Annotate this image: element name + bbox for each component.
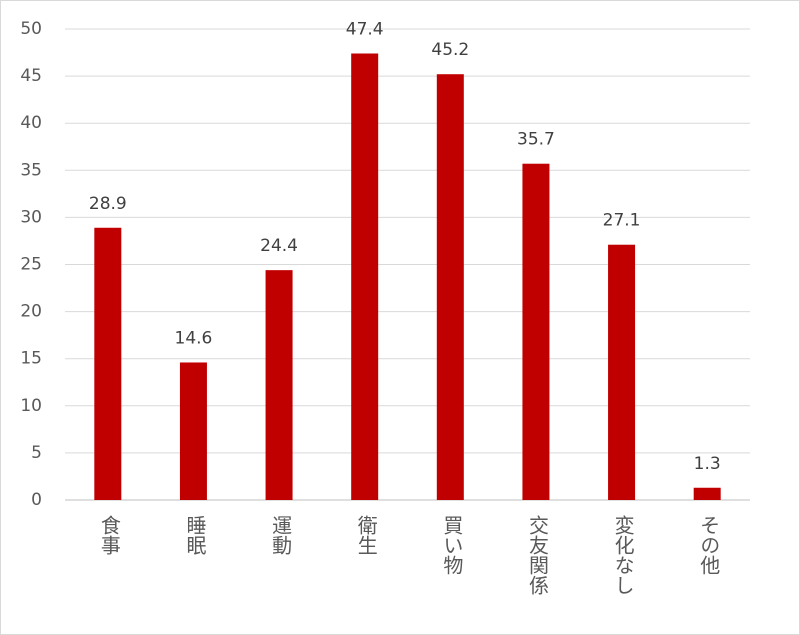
x-tick-label: 交友関係	[525, 515, 549, 595]
bar	[179, 362, 207, 500]
y-tick-label: 40	[20, 113, 42, 133]
bar	[351, 53, 379, 500]
y-tick-label: 5	[31, 443, 42, 463]
y-tick-label: 15	[20, 349, 42, 369]
x-tick-label: 食事	[97, 515, 121, 555]
y-tick-label: 45	[20, 66, 42, 86]
data-label: 24.4	[260, 236, 298, 256]
x-tick-label: その他	[697, 515, 721, 575]
x-tick-label: 運動	[269, 515, 293, 555]
data-label: 1.3	[694, 454, 721, 474]
bar	[608, 244, 636, 500]
x-tick-label: 買い物	[440, 515, 464, 575]
y-tick-label: 20	[20, 302, 42, 322]
data-label: 45.2	[431, 40, 469, 60]
bar	[94, 227, 122, 500]
x-tick-label: 衛生	[354, 515, 378, 555]
data-label: 14.6	[175, 328, 213, 348]
data-label: 47.4	[346, 19, 384, 39]
y-tick-label: 30	[20, 207, 42, 227]
y-tick-label: 50	[20, 19, 42, 39]
y-tick-label: 10	[20, 396, 42, 416]
x-tick-label: 睡眠	[183, 515, 207, 555]
data-label: 28.9	[89, 194, 127, 214]
x-tick-label: 変化なし	[611, 515, 635, 595]
data-label: 35.7	[517, 130, 555, 150]
bar	[265, 270, 293, 500]
y-tick-label: 35	[20, 160, 42, 180]
data-label: 27.1	[603, 211, 641, 231]
y-tick-label: 0	[31, 490, 42, 510]
bar	[436, 74, 464, 500]
bar	[693, 487, 721, 500]
y-tick-label: 25	[20, 255, 42, 275]
bar	[522, 163, 550, 500]
